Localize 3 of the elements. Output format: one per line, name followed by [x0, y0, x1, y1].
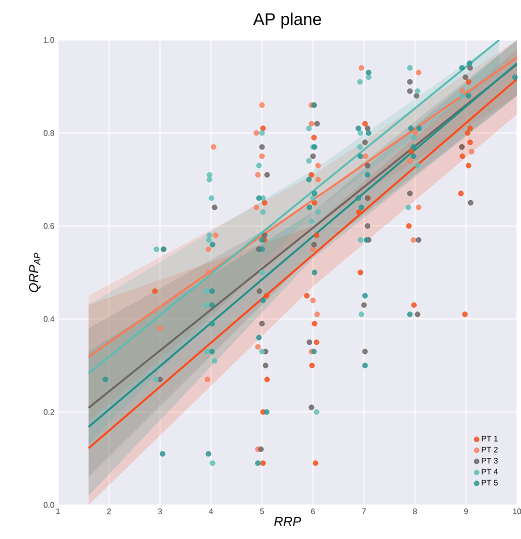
chart-title: AP plane — [253, 12, 322, 28]
x-axis-title: RRP — [274, 517, 302, 526]
y-axis-title: QRP$_{AP}$ — [29, 252, 41, 292]
